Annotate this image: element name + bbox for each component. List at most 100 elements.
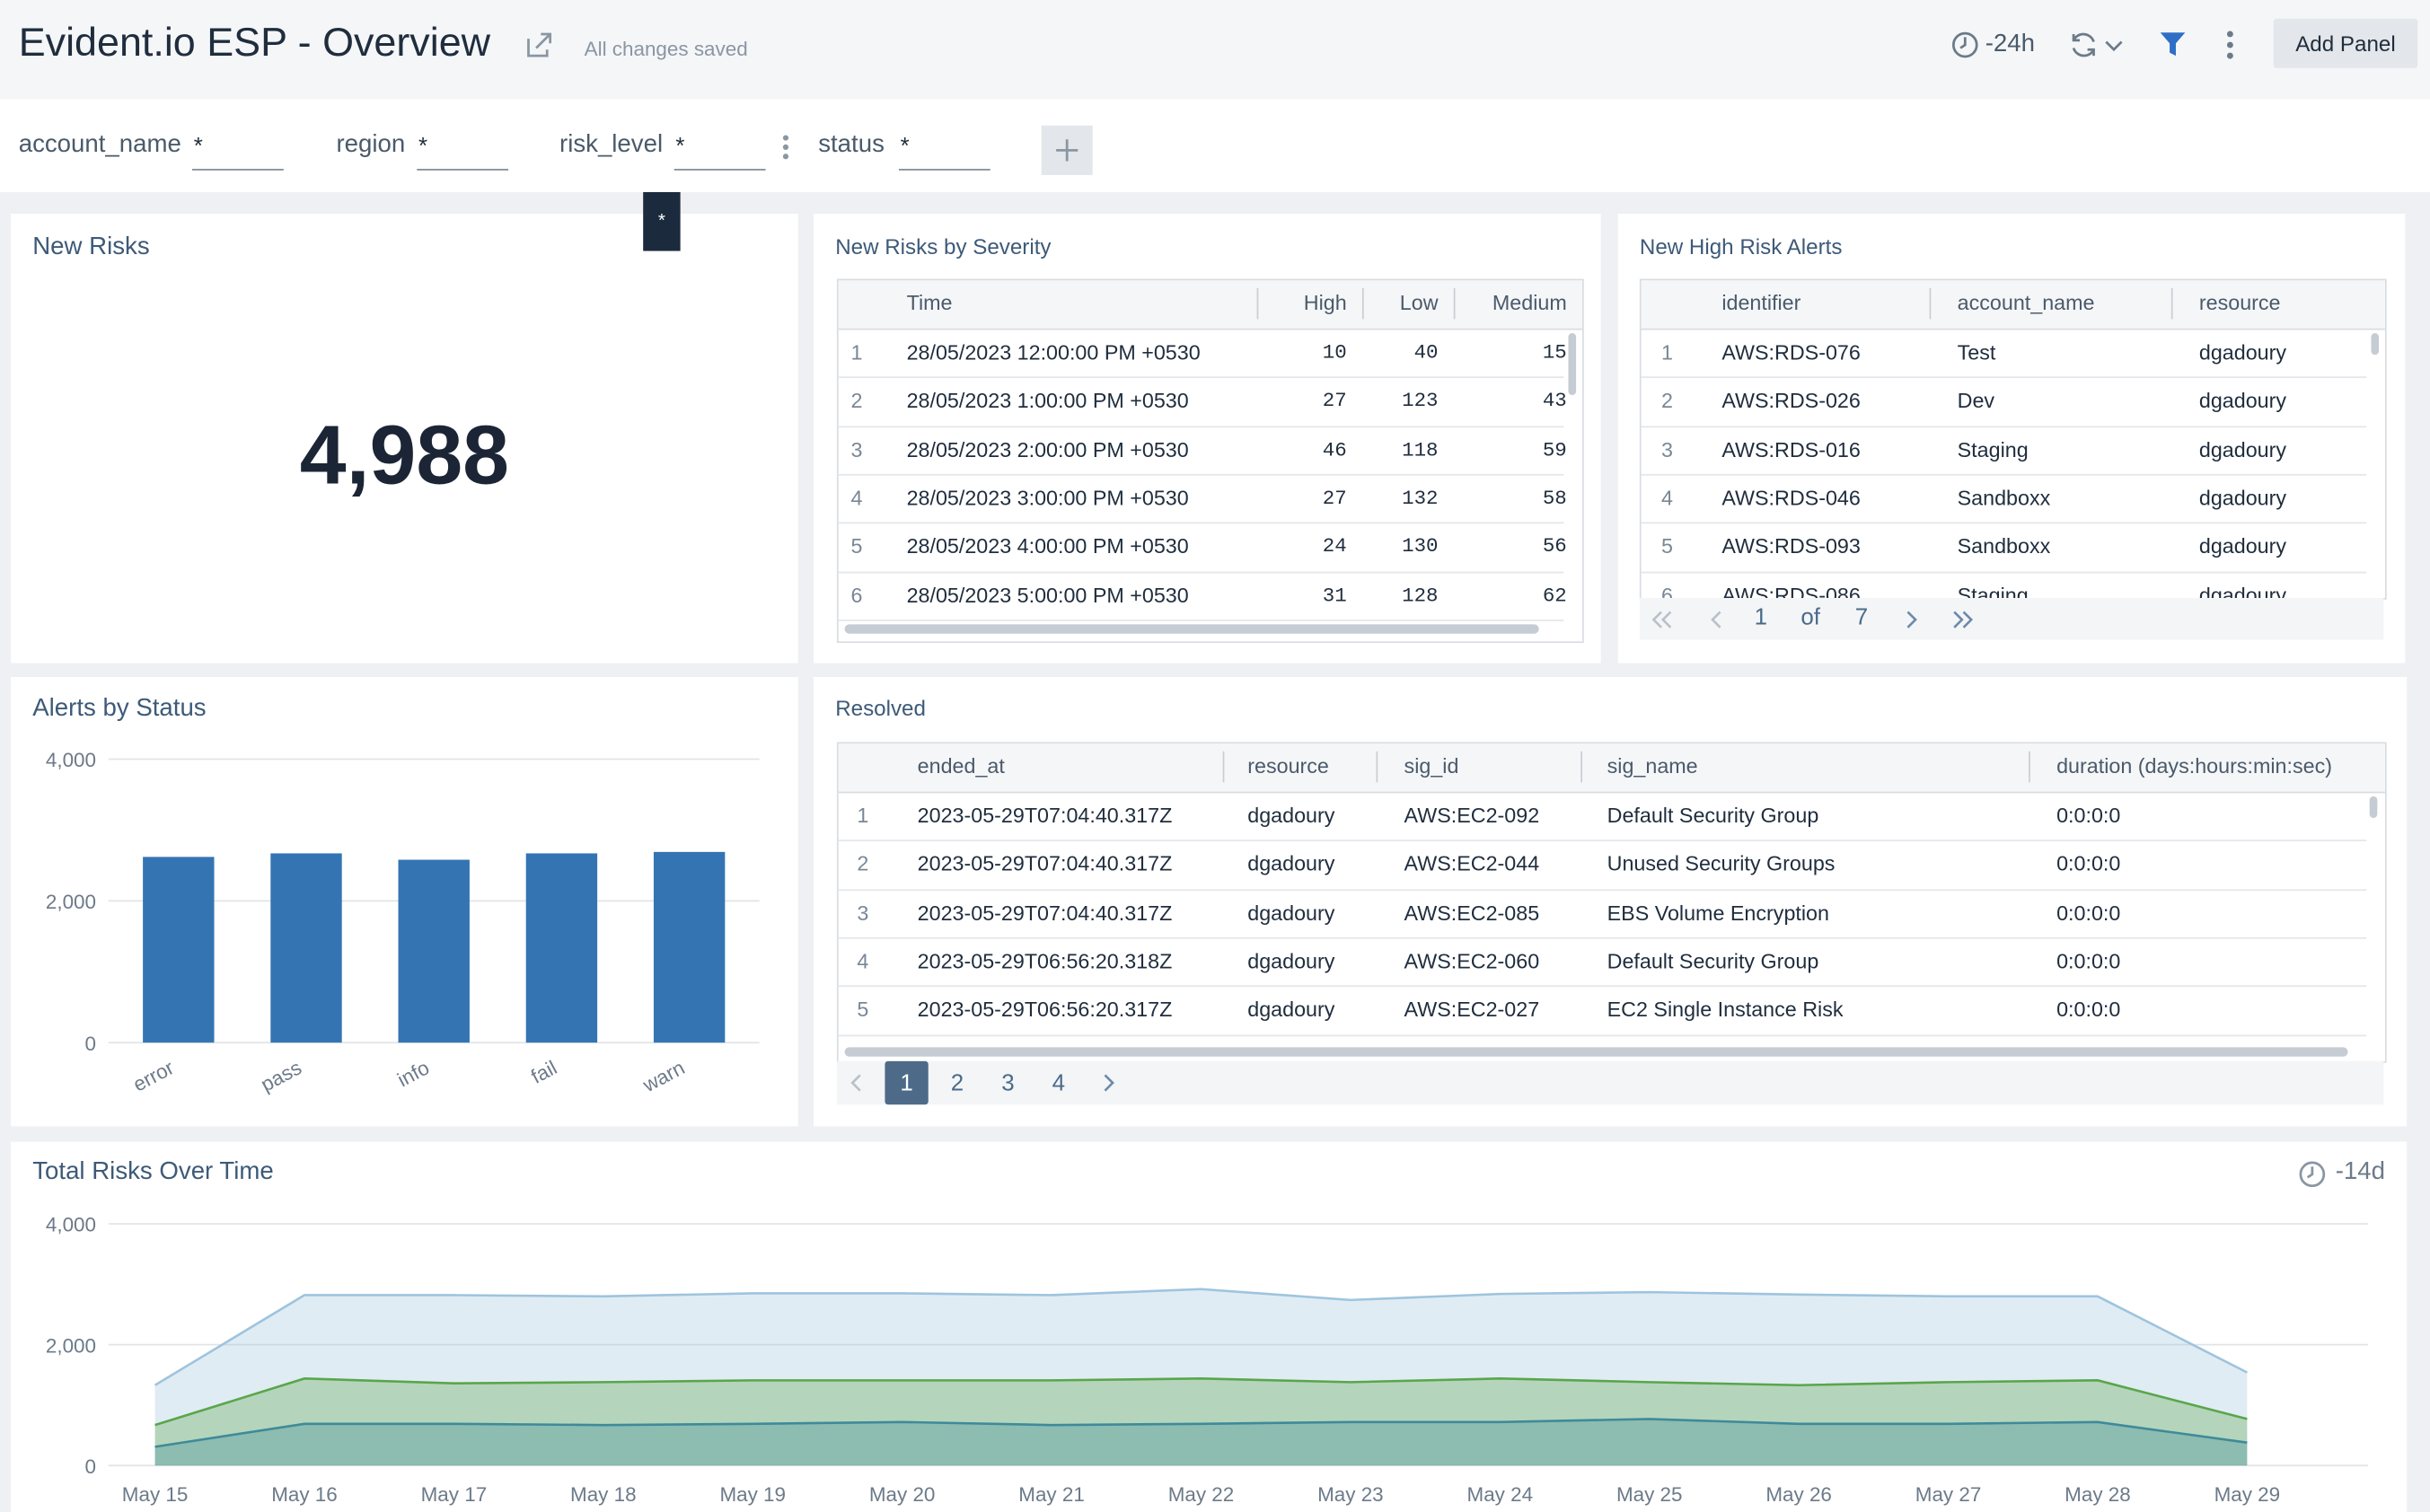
filter-icon[interactable] (2159, 30, 2187, 61)
row-divider (838, 522, 1564, 524)
table-cell: 6 (1661, 583, 1673, 600)
table-cell: 28/05/2023 12:00:00 PM +0530 (906, 340, 1201, 365)
filter-input[interactable]: * (898, 133, 990, 171)
column-divider (1453, 287, 1456, 320)
page-nav-next[interactable] (1903, 607, 1980, 632)
row-divider (838, 619, 1564, 621)
filter-input[interactable]: * (191, 133, 284, 171)
page-number[interactable]: 1 (900, 1070, 913, 1097)
column-header[interactable]: ended_at (917, 754, 1005, 778)
table-cell: 2 (857, 852, 869, 876)
table-cell: 2023-05-29T07:04:40.317Z (917, 804, 1173, 828)
x-tick-label: May 15 (122, 1483, 189, 1506)
area-line (154, 1288, 2248, 1386)
refresh-icon[interactable] (2069, 30, 2131, 61)
row-divider (838, 985, 2367, 988)
table-cell: 5 (857, 998, 869, 1022)
table-cell: AWS:EC2-027 (1404, 998, 1540, 1022)
column-header[interactable]: sig_id (1404, 754, 1459, 778)
table-cell: 58 (1542, 486, 1567, 510)
table-cell: 2023-05-29T06:56:20.318Z (917, 949, 1173, 973)
page-next[interactable] (1100, 1072, 1115, 1094)
table-cell: 62 (1542, 583, 1567, 607)
data-table: Time High Low Medium 1 28/05/2023 12:00:00 PM… (836, 278, 1584, 644)
column-header[interactable]: High (1303, 291, 1347, 315)
column-header[interactable]: resource (1247, 754, 1329, 778)
table-cell: 5 (850, 534, 863, 558)
table-cell: 3 (1661, 437, 1673, 462)
panel-title: Total Risks Over Time (32, 1158, 274, 1185)
table-cell: Default Security Group (1607, 804, 1819, 828)
page-of: of (1800, 603, 1820, 631)
table-cell: 3 (857, 901, 869, 925)
table-cell: Test (1957, 340, 1996, 365)
x-tick-label: May 22 (1168, 1483, 1235, 1506)
more-icon[interactable] (2223, 30, 2238, 61)
filter-tooltip: * (643, 191, 681, 251)
filter-input[interactable]: * (674, 133, 766, 171)
table-cell: 0:0:0:0 (2056, 852, 2121, 876)
panel-title: Alerts by Status (32, 695, 207, 723)
y-tick-label: 2,000 (46, 1334, 96, 1357)
table-cell: 4 (850, 486, 863, 510)
page-prev[interactable] (850, 1072, 865, 1094)
share-icon[interactable] (524, 30, 555, 61)
column-divider (2029, 751, 2030, 783)
column-header[interactable]: Medium (1492, 291, 1567, 315)
add-panel-button[interactable]: Add Panel (2273, 18, 2418, 68)
page-total: 7 (1854, 603, 1869, 631)
y-tick-label: 2,000 (46, 891, 96, 913)
header-bar (0, 0, 2430, 100)
panel-title: New High Risk Alerts (1639, 233, 1843, 259)
table-cell: 43 (1542, 389, 1567, 413)
column-header[interactable]: Time (906, 291, 953, 315)
table-cell: Unused Security Groups (1607, 852, 1836, 876)
filter-input[interactable]: * (417, 133, 509, 171)
column-header[interactable]: Low (1399, 291, 1439, 315)
table-cell: Staging (1957, 437, 2029, 462)
column-divider (1376, 751, 1378, 783)
table-cell: dgadoury (2198, 437, 2287, 462)
column-header[interactable]: identifier (1721, 291, 1801, 315)
bar (525, 853, 598, 1043)
table-cell: 28/05/2023 2:00:00 PM +0530 (906, 437, 1189, 462)
table-cell: 2023-05-29T07:04:40.317Z (917, 852, 1173, 876)
clock-icon[interactable] (1951, 31, 1979, 59)
table-cell: Sandboxx (1957, 534, 2051, 558)
table-cell: AWS:RDS-046 (1721, 486, 1861, 510)
table-cell: 24 (1322, 534, 1347, 558)
table-cell: 27 (1322, 486, 1347, 510)
column-divider (2170, 287, 2173, 320)
table-cell: AWS:EC2-044 (1404, 852, 1540, 876)
x-tick-label: May 25 (1616, 1483, 1683, 1506)
page-number[interactable]: 2 (950, 1070, 964, 1097)
table-cell: dgadoury (1247, 901, 1335, 925)
table-cell: 6 (850, 583, 863, 607)
page-nav-prev[interactable] (1649, 607, 1788, 632)
table-cell: AWS:RDS-076 (1721, 340, 1861, 365)
pagination: 1 of 7 (1639, 598, 2384, 640)
x-tick-label: May 21 (1018, 1483, 1085, 1506)
time-range: -14d (2335, 1158, 2386, 1185)
page-current[interactable]: 1 (1754, 603, 1767, 631)
row-divider (838, 570, 1564, 573)
table-cell: 28/05/2023 3:00:00 PM +0530 (906, 486, 1189, 510)
filter-menu-icon[interactable] (779, 133, 792, 161)
page-number[interactable]: 4 (1052, 1070, 1066, 1097)
table-cell: 28/05/2023 4:00:00 PM +0530 (906, 534, 1189, 558)
data-table: ended_at resource sig_id sig_name duration (… (836, 742, 2387, 1063)
time-range[interactable]: -24h (1985, 31, 2035, 57)
add-filter-button[interactable] (1041, 125, 1093, 175)
panel-title: New Risks (32, 233, 150, 260)
column-header[interactable]: account_name (1957, 291, 2095, 315)
column-header[interactable]: sig_name (1607, 754, 1698, 778)
page-number[interactable]: 3 (1001, 1070, 1015, 1097)
filter-label: account_name (18, 131, 181, 158)
column-divider (1580, 751, 1583, 783)
column-header[interactable]: duration (days:hours:min:sec) (2056, 754, 2332, 778)
x-tick-label: info (393, 1056, 433, 1091)
area-line (154, 1418, 2248, 1448)
column-header[interactable]: resource (2198, 291, 2281, 315)
filter-label: status (818, 131, 885, 158)
